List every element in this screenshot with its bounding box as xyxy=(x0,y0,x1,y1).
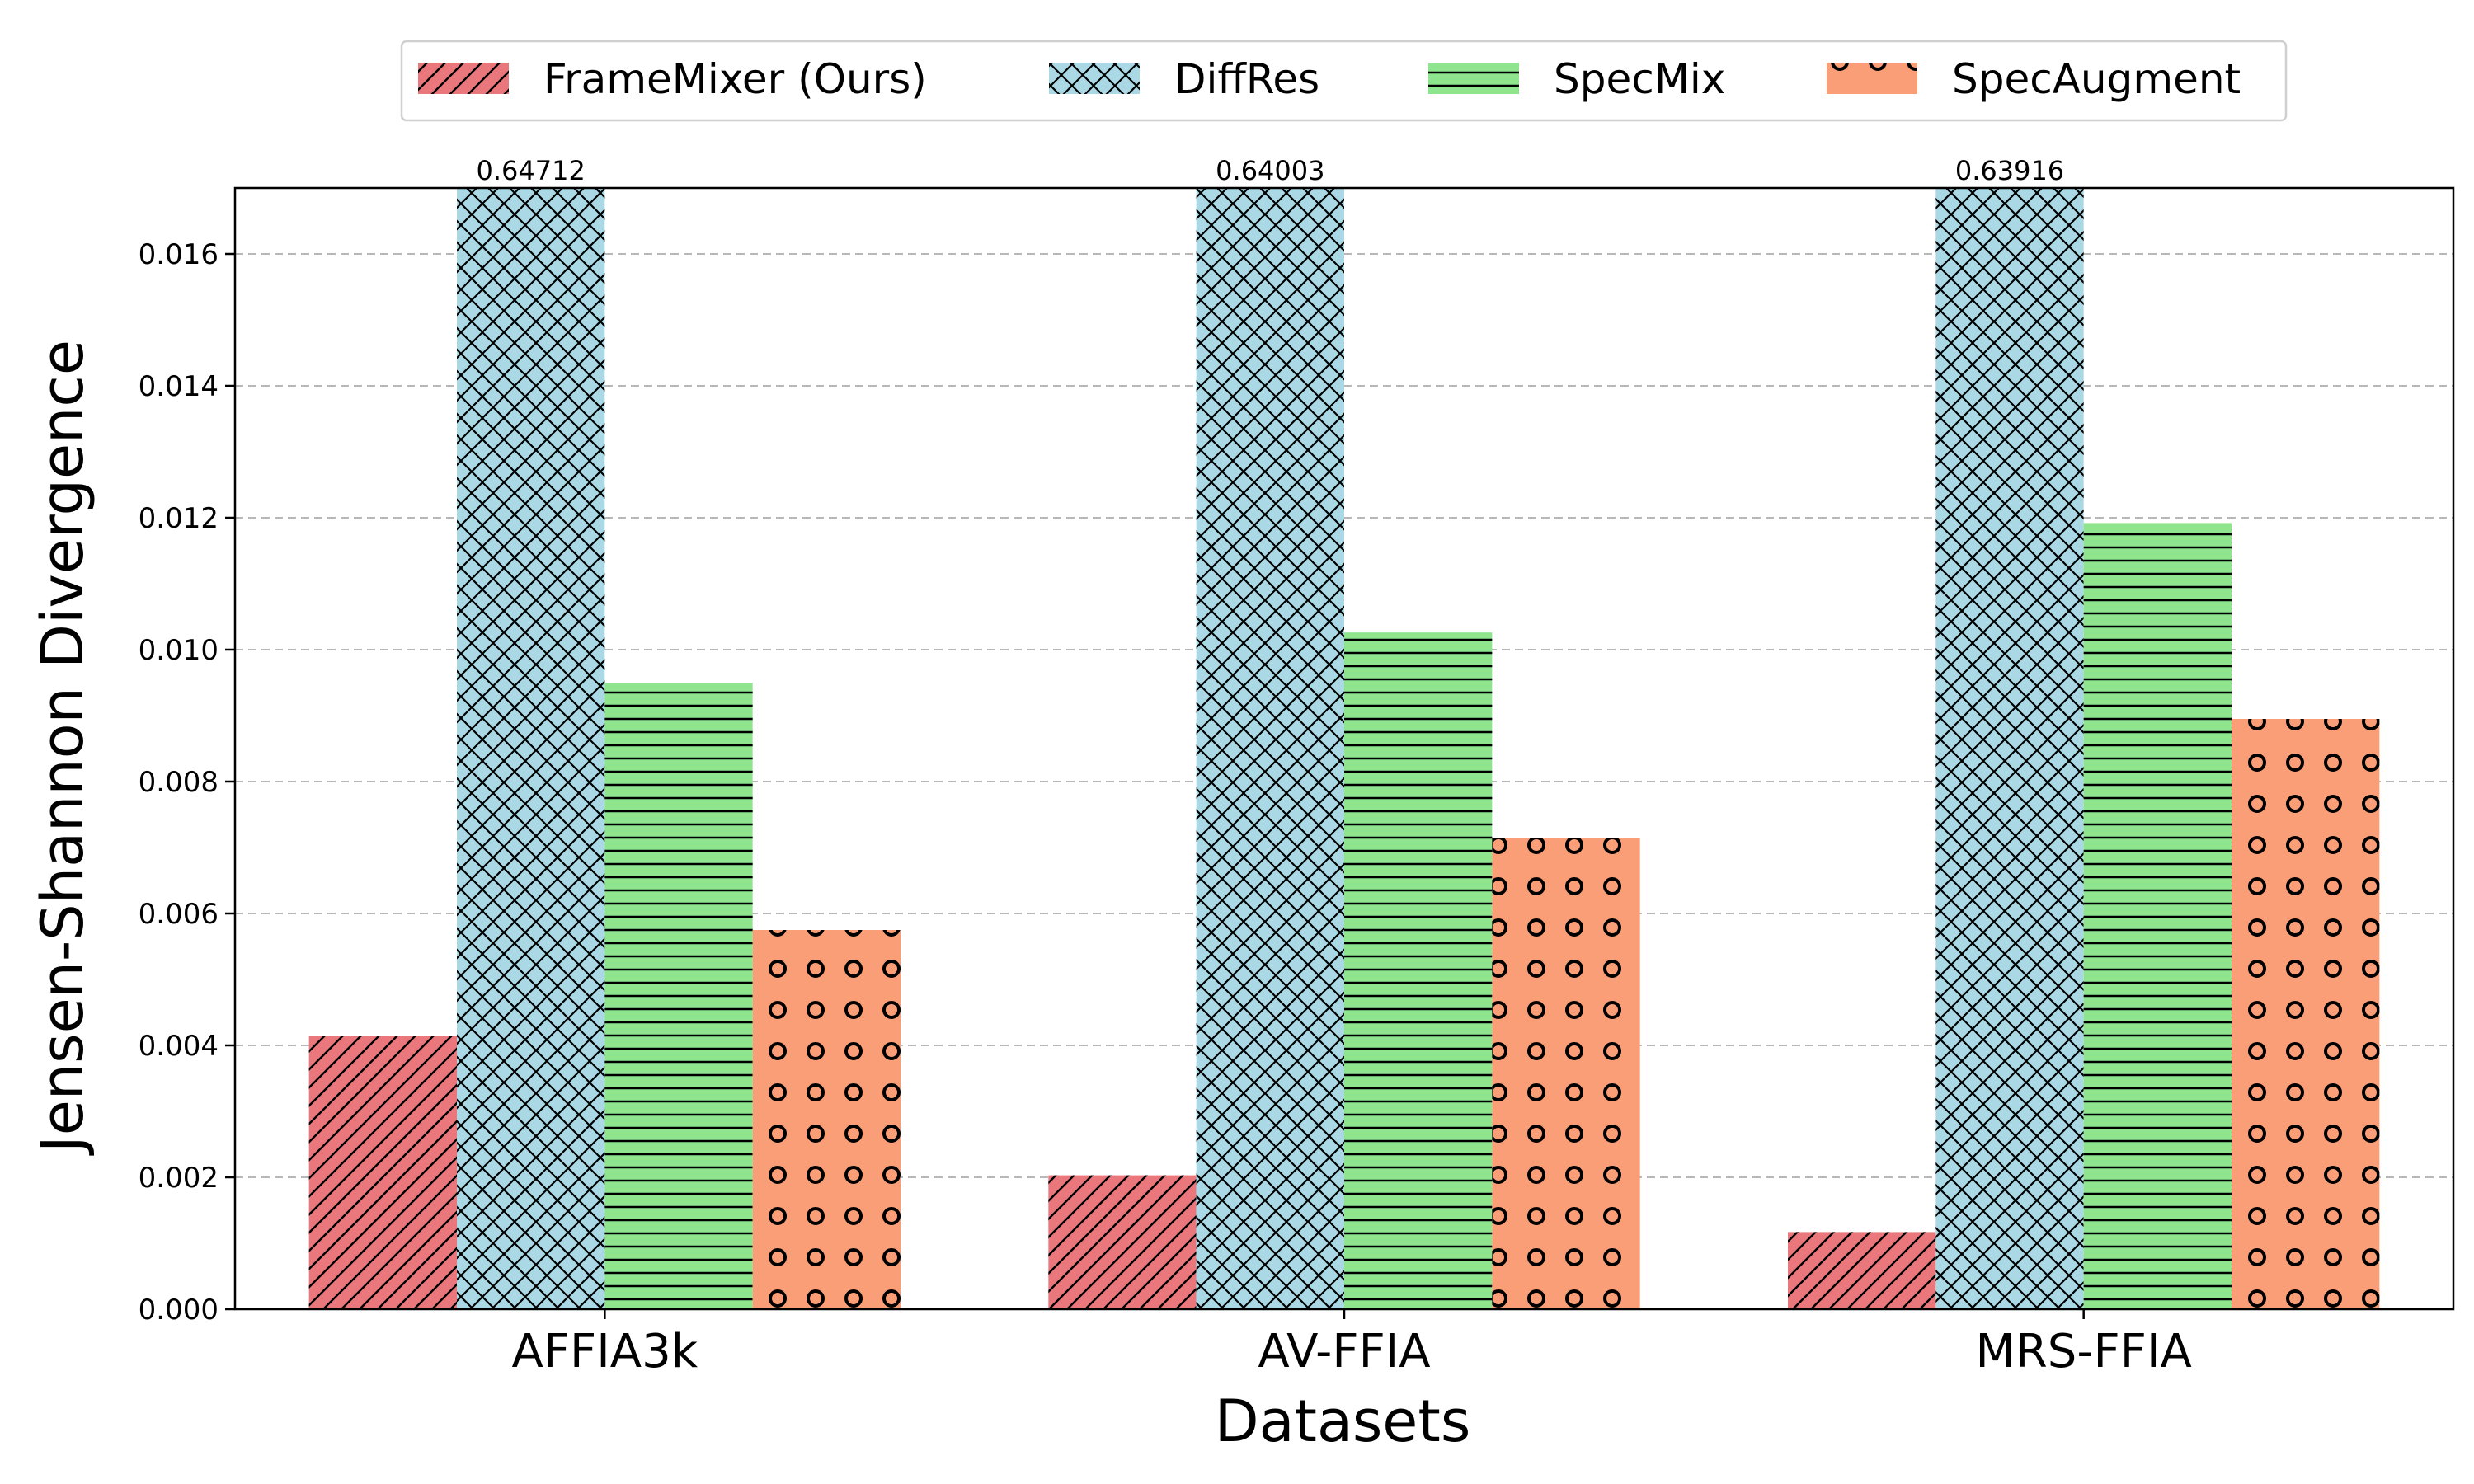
bar-AV-FFIA-framemixer-ours- xyxy=(1048,1175,1197,1309)
y-tick-label: 0.006 xyxy=(139,898,219,931)
bars xyxy=(308,188,2380,1309)
bar-pattern xyxy=(308,1036,457,1309)
bar-AFFIA3k-specaugment xyxy=(752,930,901,1309)
bar-AFFIA3k-framemixer-ours- xyxy=(308,1036,457,1309)
y-axis: 0.000 0.002 0.004 0.006 0.008 0.010 0.012 0.014… xyxy=(139,238,235,1327)
x-tick-label: MRS-FFIA xyxy=(1976,1325,2192,1378)
y-tick-label: 0.000 xyxy=(139,1294,219,1327)
legend-item: SpecAugment xyxy=(1827,55,2241,103)
bar-pattern xyxy=(1935,188,2084,1309)
x-tick-label: AFFIA3k xyxy=(512,1325,698,1378)
bar-MRS-FFIA-specaugment xyxy=(2232,719,2380,1309)
bar-pattern xyxy=(457,188,605,1309)
legend-swatch-pattern xyxy=(1049,63,1140,94)
bar-pattern xyxy=(1788,1232,1936,1309)
bar-pattern xyxy=(2232,719,2380,1309)
legend-swatch-pattern xyxy=(1428,63,1519,94)
bar-pattern xyxy=(2083,523,2232,1309)
bar-pattern xyxy=(1196,188,1344,1309)
bar-MRS-FFIA-specmix xyxy=(2083,523,2232,1309)
y-tick-label: 0.014 xyxy=(139,370,219,403)
data-label: 0.63916 xyxy=(1955,155,2064,186)
y-tick-label: 0.010 xyxy=(139,634,219,667)
data-label: 0.64003 xyxy=(1216,155,1324,186)
bar-AV-FFIA-specaugment xyxy=(1492,838,1640,1309)
data-label: 0.64712 xyxy=(477,155,586,186)
data-labels: 0.64712 0.64003 0.63916 xyxy=(477,155,2065,186)
bar-AV-FFIA-diffres xyxy=(1196,188,1344,1309)
bar-MRS-FFIA-diffres xyxy=(1935,188,2084,1309)
legend-item: FrameMixer (Ours) xyxy=(418,55,927,103)
bar-AFFIA3k-specmix xyxy=(604,683,753,1309)
x-axis-title: Datasets xyxy=(1215,1388,1471,1455)
legend-label: SpecMix xyxy=(1554,55,1725,103)
bar-pattern xyxy=(1048,1175,1197,1309)
legend-item: DiffRes xyxy=(1049,55,1319,103)
legend-swatch-pattern xyxy=(1827,63,1917,94)
legend-label: FrameMixer (Ours) xyxy=(543,55,927,103)
bar-pattern xyxy=(752,930,901,1309)
legend-swatch-pattern xyxy=(418,63,509,94)
bar-pattern xyxy=(604,683,753,1309)
legend-box xyxy=(400,40,2288,122)
y-tick-label: 0.012 xyxy=(139,502,219,535)
legend-label: SpecAugment xyxy=(1952,55,2241,103)
bar-pattern xyxy=(1344,632,1493,1309)
legend: FrameMixer (Ours) DiffRes SpecMix SpecAugme… xyxy=(400,40,2288,122)
bar-AV-FFIA-specmix xyxy=(1344,632,1493,1309)
bar-pattern xyxy=(1492,838,1640,1309)
x-tick-label: AV-FFIA xyxy=(1258,1325,1430,1378)
y-tick-label: 0.008 xyxy=(139,766,219,799)
y-tick-label: 0.004 xyxy=(139,1030,219,1063)
y-tick-label: 0.002 xyxy=(139,1162,219,1195)
y-tick-label: 0.016 xyxy=(139,238,219,271)
x-axis: AFFIA3k AV-FFIA MRS-FFIA xyxy=(512,1309,2192,1378)
y-axis-title: Jensen-Shannon Divergence xyxy=(29,340,96,1156)
bar-AFFIA3k-diffres xyxy=(457,188,605,1309)
bar-MRS-FFIA-framemixer-ours- xyxy=(1788,1232,1936,1309)
legend-item: SpecMix xyxy=(1428,55,1725,103)
legend-label: DiffRes xyxy=(1174,55,1319,103)
